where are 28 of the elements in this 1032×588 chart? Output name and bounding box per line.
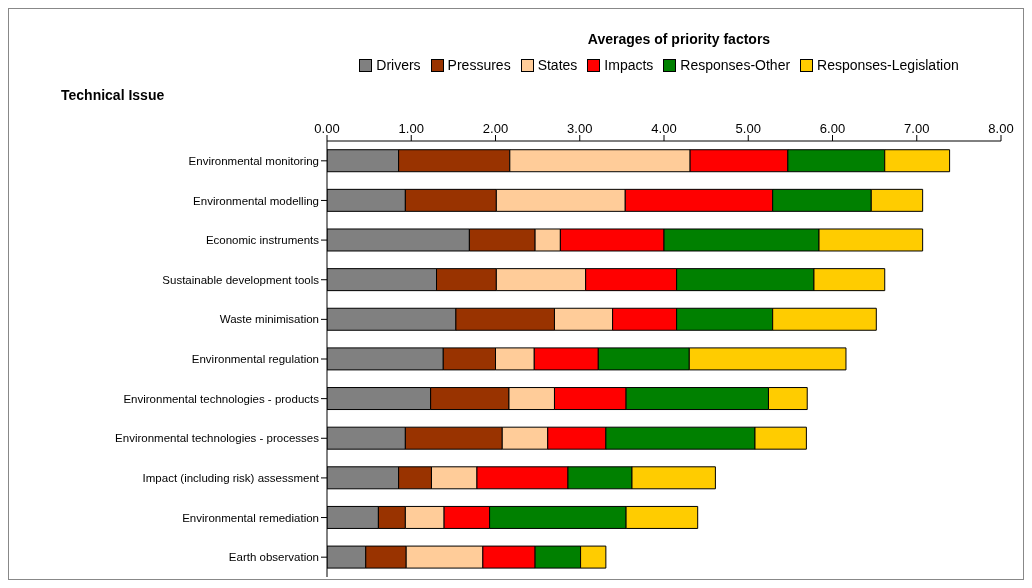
y-tick-label: Environmental monitoring: [188, 154, 319, 167]
y-tick-label: Environmental regulation: [191, 353, 319, 366]
x-tick-label: 3.00: [567, 121, 593, 136]
y-tick-label: Waste minimisation: [219, 313, 319, 326]
legend-label: Responses-Legislation: [816, 57, 959, 73]
x-tick-label: 0.00: [314, 121, 340, 136]
y-tick-label: Environmental technologies - processes: [115, 432, 320, 445]
legend-label: Drivers: [375, 57, 421, 73]
x-tick-label: 8.00: [988, 121, 1014, 136]
legend-label: Responses-Other: [679, 57, 791, 73]
x-tick-label: 2.00: [482, 121, 509, 136]
y-tick-label: Economic instruments: [205, 234, 320, 247]
chart-title: Averages of priority factors: [586, 31, 772, 47]
y-tick-label: Earth observation: [228, 551, 319, 564]
x-tick-label: 7.00: [904, 121, 930, 136]
legend-label: States: [536, 57, 578, 73]
y-tick-label: Environmental modelling: [193, 194, 319, 207]
y-tick-label: Environmental remediation: [182, 511, 319, 524]
x-tick-label: 1.00: [398, 121, 424, 136]
y-tick-label: Sustainable development tools: [162, 273, 320, 286]
y-tick-label: Impact (including risk) assessment: [142, 471, 320, 484]
x-tick-label: 6.00: [819, 121, 846, 136]
y-axis-title: Technical Issue: [61, 87, 165, 103]
y-tick-label: Environmental technologies - products: [123, 392, 320, 405]
legend-label: Pressures: [446, 57, 511, 73]
x-tick-label: 5.00: [735, 121, 761, 136]
legend-label: Impacts: [603, 57, 654, 73]
x-tick-label: 4.00: [651, 121, 677, 136]
